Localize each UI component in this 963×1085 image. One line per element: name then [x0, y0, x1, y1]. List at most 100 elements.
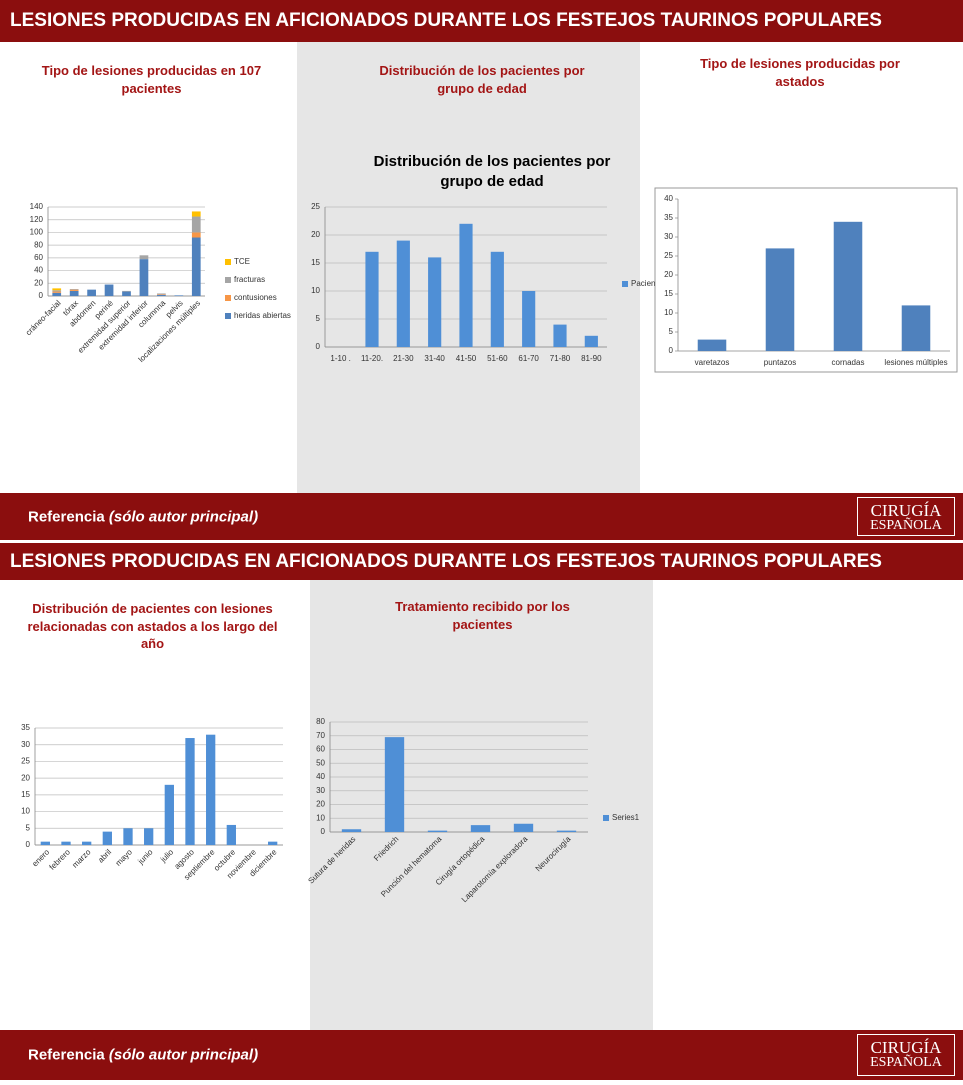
y-tick-label: 10	[316, 813, 325, 822]
y-tick-label: 50	[316, 758, 325, 767]
logo: CIRUGÍA ESPAÑOLA	[857, 1034, 955, 1076]
x-tick-label: Friedrich	[372, 835, 400, 863]
y-tick-label: 25	[664, 251, 673, 260]
bar	[69, 289, 79, 290]
bar	[226, 824, 236, 845]
bar	[522, 291, 536, 347]
logo-line: ESPAÑOLA	[870, 1055, 942, 1070]
x-tick-label: puntazos	[764, 358, 796, 367]
y-tick-label: 25	[21, 757, 30, 766]
y-tick-label: 15	[664, 289, 673, 298]
bar	[833, 221, 863, 351]
bar	[584, 335, 598, 347]
y-tick-label: 20	[664, 270, 673, 279]
y-tick-label: 5	[316, 314, 321, 323]
footer: Referencia (sólo autor principal) CIRUGÍ…	[0, 1030, 963, 1080]
x-tick-label: 51-60	[487, 354, 508, 363]
bar	[191, 237, 201, 296]
column-band	[310, 580, 653, 1030]
chart-heading: Tratamiento recibido por los pacientes	[395, 599, 570, 632]
y-tick-label: 0	[26, 840, 31, 849]
chart-inner-title: Distribución de los pacientes por grupo …	[373, 153, 611, 191]
x-tick-label: lesiones múltiples	[884, 358, 947, 367]
x-tick-label: 1-10 .	[330, 354, 350, 363]
bar	[69, 290, 79, 296]
y-tick-label: 25	[311, 202, 320, 211]
bar	[191, 216, 201, 233]
bar	[122, 290, 131, 292]
y-tick-label: 35	[21, 723, 30, 732]
y-tick-label: 5	[26, 823, 31, 832]
legend-label: fracturas	[234, 275, 265, 284]
x-tick-label: abril	[96, 847, 113, 864]
y-tick-label: 10	[311, 286, 320, 295]
reference-label: Referencia	[28, 1046, 105, 1064]
bar	[191, 232, 201, 238]
x-tick-label: 41-50	[456, 354, 477, 363]
chart-heading: Tipo de lesiones producidas en 107 pacie…	[41, 63, 262, 96]
bar	[104, 284, 114, 296]
y-tick-label: 40	[664, 194, 673, 203]
y-tick-label: 100	[30, 228, 44, 237]
y-tick-label: 30	[316, 786, 325, 795]
legend-swatch	[225, 295, 231, 301]
bar	[697, 339, 727, 351]
bar	[52, 291, 62, 293]
x-tick-label: varetazos	[695, 358, 730, 367]
y-tick-label: 140	[30, 202, 44, 211]
legend-label: Pacien	[631, 279, 655, 288]
bar	[513, 823, 534, 832]
legend-swatch	[622, 281, 628, 287]
y-tick-label: 20	[316, 800, 325, 809]
bar	[157, 294, 166, 296]
x-tick-label: julio	[158, 847, 176, 865]
reference-note: (sólo autor principal)	[108, 508, 259, 525]
bar	[191, 211, 201, 217]
x-tick-label: febrero	[48, 847, 73, 872]
legend-swatch	[225, 313, 231, 319]
y-tick-label: 0	[316, 342, 321, 351]
bar	[69, 289, 79, 291]
footer: Referencia (sólo autor principal) CIRUGÍ…	[0, 493, 963, 540]
bar	[139, 259, 149, 296]
logo-line: CIRUGÍA	[870, 501, 942, 520]
bar	[470, 825, 491, 832]
bar	[427, 830, 448, 832]
x-tick-label: 71-80	[550, 354, 571, 363]
x-tick-label: Sutura de heridas	[306, 835, 357, 886]
y-tick-label: 20	[21, 773, 30, 782]
y-tick-label: 70	[316, 731, 325, 740]
legend-swatch	[225, 259, 231, 265]
bar	[384, 737, 405, 832]
legend-label: heridas abiertas	[234, 311, 291, 320]
bar	[52, 290, 62, 292]
bar	[157, 294, 166, 295]
x-tick-label: cornadas	[832, 358, 865, 367]
y-tick-label: 40	[34, 266, 43, 275]
y-tick-label: 20	[34, 278, 43, 287]
reference-label: Referencia	[28, 508, 105, 525]
legend-swatch	[603, 815, 609, 821]
bar	[123, 828, 133, 845]
x-tick-label: junio	[136, 847, 155, 866]
x-tick-label: Neurocirugía	[534, 834, 573, 873]
x-tick-label: 21-30	[393, 354, 414, 363]
y-tick-label: 5	[669, 327, 674, 336]
y-tick-label: 60	[34, 253, 43, 262]
bar	[268, 841, 278, 845]
chart-heading: Tipo de lesiones producidas por astados	[700, 56, 900, 89]
bar	[553, 324, 567, 347]
bar	[52, 288, 62, 291]
bar	[901, 305, 931, 351]
bar	[365, 251, 379, 347]
y-tick-label: 20	[311, 230, 320, 239]
y-tick-label: 80	[316, 717, 325, 726]
legend-swatch	[225, 277, 231, 283]
bar	[206, 734, 216, 845]
header: LESIONES PRODUCIDAS EN AFICIONADOS DURAN…	[0, 543, 963, 580]
bar	[52, 292, 62, 296]
y-tick-label: 10	[21, 807, 30, 816]
header: LESIONES PRODUCIDAS EN AFICIONADOS DURAN…	[0, 0, 963, 42]
bar	[87, 289, 96, 296]
legend-label: TCE	[234, 257, 250, 266]
